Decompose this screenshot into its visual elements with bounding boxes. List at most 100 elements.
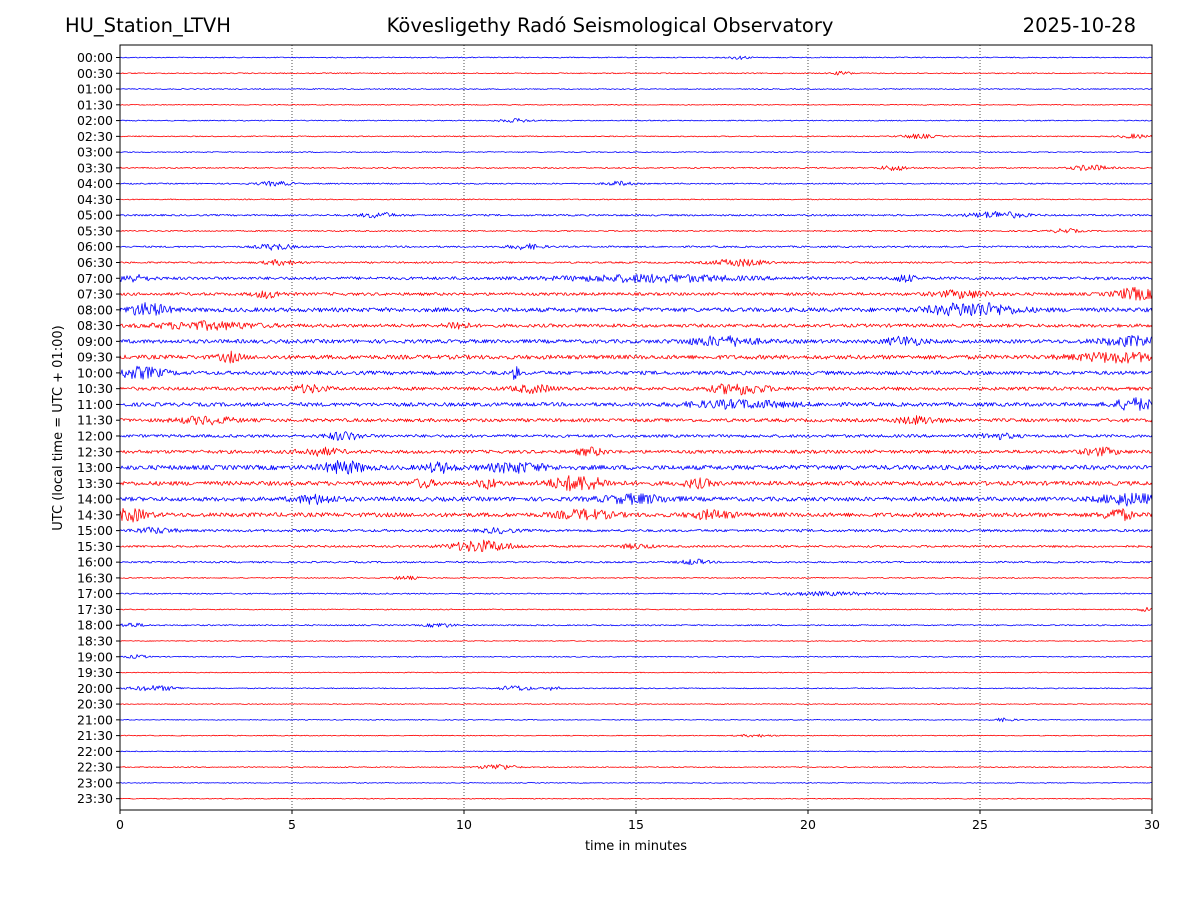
trace-0600 [119,243,1153,251]
y-tick-label: 01:30 [77,97,113,112]
y-tick-label: 13:30 [77,476,113,491]
trace-1830 [119,640,1153,642]
trace-1200 [119,431,1153,441]
y-tick-label: 11:30 [77,413,113,428]
x-tick-label: 30 [1144,817,1160,832]
trace-0700 [119,273,1153,284]
trace-2100 [119,717,1153,723]
trace-1600 [119,558,1153,566]
trace-0330 [119,164,1153,172]
y-tick-label: 14:00 [77,492,113,507]
y-tick-label: 05:30 [77,223,113,238]
station-name: HU_Station_LTVH [65,14,231,37]
x-tick-label: 20 [800,817,816,832]
y-tick-label: 07:00 [77,271,113,286]
trace-2330 [119,797,1153,800]
trace-1130 [119,415,1153,426]
trace-1800 [119,622,1153,628]
y-tick-label: 01:00 [77,82,113,97]
trace-1900 [119,654,1153,659]
trace-2130 [119,733,1153,738]
x-tick-label: 25 [972,817,988,832]
y-tick-label: 15:30 [77,539,113,554]
trace-0130 [119,103,1153,106]
y-tick-label: 21:00 [77,712,113,727]
x-axis-label: time in minutes [585,839,687,854]
trace-0030 [119,70,1153,76]
trace-0230 [119,133,1153,139]
trace-1400 [119,492,1153,507]
trace-1100 [119,397,1153,411]
y-tick-label: 07:30 [77,287,113,302]
y-tick-label: 22:30 [77,760,113,775]
y-tick-label: 08:30 [77,318,113,333]
trace-1730 [119,606,1153,612]
y-tick-label: 00:00 [77,50,113,65]
y-tick-label: 02:00 [77,113,113,128]
trace-0830 [119,320,1153,331]
y-tick-label: 23:30 [77,791,113,806]
trace-1930 [119,671,1153,674]
observatory-title: Kövesligethy Radó Seismological Observat… [386,14,834,37]
y-tick-label: 13:00 [77,460,113,475]
trace-0100 [119,88,1153,90]
y-tick-label: 12:30 [77,444,113,459]
y-tick-label: 06:00 [77,239,113,254]
trace-1000 [119,365,1153,380]
trace-2200 [119,750,1153,753]
y-axis-ticks: 00:0000:3001:0001:3002:0002:3003:0003:30… [77,50,120,806]
trace-0430 [119,198,1153,201]
y-tick-label: 20:00 [77,681,113,696]
y-tick-label: 04:30 [77,192,113,207]
trace-2230 [119,764,1153,770]
y-tick-label: 10:30 [77,381,113,396]
trace-2000 [119,685,1153,692]
y-tick-label: 21:30 [77,728,113,743]
trace-0930 [119,350,1153,364]
trace-1430 [119,507,1153,523]
y-tick-label: 20:30 [77,697,113,712]
trace-2300 [119,782,1153,784]
y-tick-label: 00:30 [77,66,113,81]
y-tick-label: 15:00 [77,523,113,538]
y-tick-label: 09:00 [77,334,113,349]
y-tick-label: 09:30 [77,350,113,365]
trace-0300 [119,151,1153,154]
plot-date: 2025-10-28 [1022,14,1136,37]
x-axis-ticks: 0 5 10 15 20 25 30 [116,810,1160,832]
trace-0900 [119,335,1153,348]
trace-1530 [119,539,1153,552]
y-tick-label: 05:00 [77,208,113,223]
trace-0500 [119,211,1153,219]
trace-0800 [119,302,1153,317]
y-tick-label: 04:00 [77,176,113,191]
y-tick-label: 18:00 [77,618,113,633]
trace-0530 [119,228,1153,234]
trace-1300 [119,460,1153,475]
y-tick-label: 12:00 [77,428,113,443]
x-tick-label: 0 [116,817,124,832]
y-tick-label: 08:00 [77,302,113,317]
vertical-gridlines [291,45,981,810]
y-tick-label: 14:30 [77,507,113,522]
trace-1630 [119,575,1153,581]
y-tick-label: 19:30 [77,665,113,680]
y-tick-label: 06:30 [77,255,113,270]
y-tick-label: 16:30 [77,570,113,585]
trace-1700 [119,591,1153,597]
trace-0200 [119,118,1153,123]
x-tick-label: 10 [456,817,472,832]
y-tick-label: 03:30 [77,160,113,175]
y-tick-label: 22:00 [77,744,113,759]
trace-0630 [119,258,1153,267]
x-tick-label: 15 [628,817,644,832]
y-axis-label: UTC (local time = UTC + 01:00) [51,325,66,530]
y-tick-label: 10:00 [77,365,113,380]
y-tick-label: 17:30 [77,602,113,617]
y-tick-label: 11:00 [77,397,113,412]
y-tick-label: 23:00 [77,775,113,790]
trace-1500 [119,526,1153,535]
y-tick-label: 03:00 [77,145,113,160]
y-tick-label: 17:00 [77,586,113,601]
